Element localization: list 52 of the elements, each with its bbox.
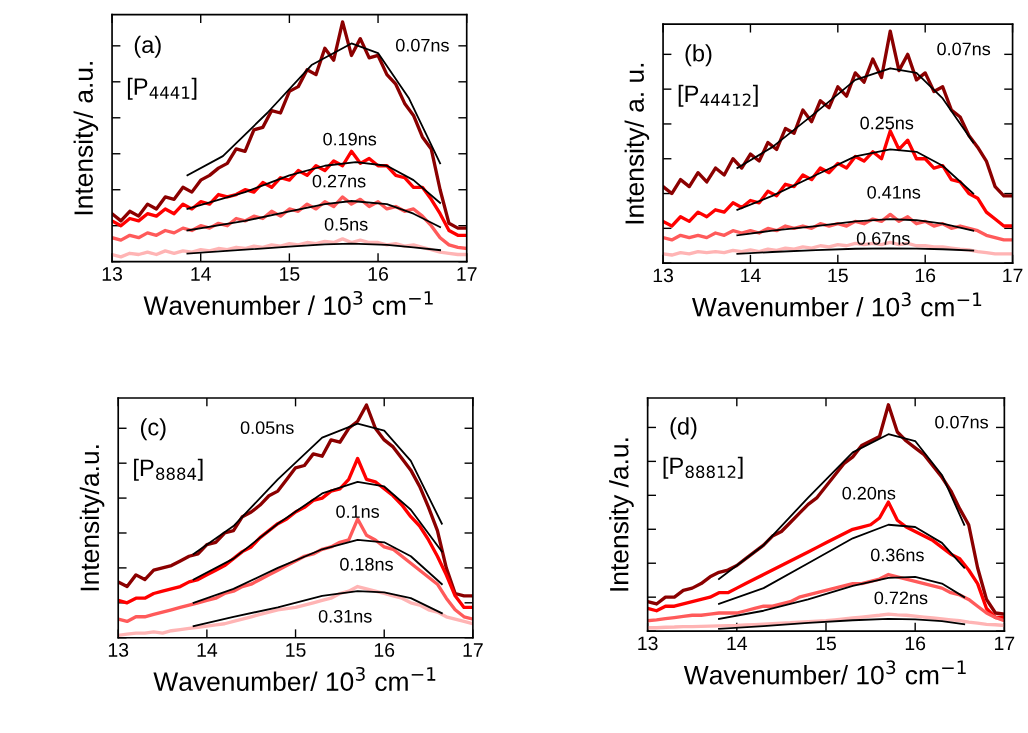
annotation: (c) (140, 418, 166, 441)
x-tick-label: 16 (368, 267, 389, 281)
annotation: 0.41ns (867, 185, 921, 199)
annotation: [P$_{44412}$] (678, 84, 758, 107)
annotation: 0.19ns (323, 132, 377, 146)
x-tick-label: 15 (280, 267, 300, 281)
x-axis-title: Wavenumber/ 10$^{3}$ cm$^{−1}$ (153, 666, 436, 691)
annotation: 0.07ns (937, 42, 991, 56)
x-tick-label: 14 (727, 636, 748, 651)
x-tick-label: 13 (653, 268, 674, 283)
x-tick-label: 17 (463, 643, 483, 657)
x-tick-label: 13 (108, 643, 129, 657)
x-tick-label: 16 (905, 636, 926, 651)
x-tick-label: 17 (1003, 268, 1023, 283)
x-tick-label: 15 (816, 636, 836, 651)
annotation: 0.72ns (874, 591, 928, 605)
x-tick-label: 15 (828, 268, 848, 283)
x-tick-label: 17 (457, 267, 477, 281)
annotation: 0.5ns (324, 217, 368, 231)
annotation: (a) (134, 35, 161, 58)
x-tick-label: 14 (197, 643, 218, 657)
x-axis-title: Wavenumber / 10$^{3}$ cm$^{−1}$ (692, 292, 982, 317)
annotation: 0.31ns (318, 609, 372, 623)
annotation: 0.67ns (856, 232, 910, 245)
x-tick-label: 15 (286, 643, 306, 657)
x-axis-title: Wavenumber / 10$^{3}$ cm$^{−1}$ (143, 290, 433, 315)
x-axis-title: Wavenumber/ 10$^{3}$ cm$^{−1}$ (683, 660, 966, 685)
y-axis-title: Intensity/a.u. (79, 445, 105, 591)
annotation: 0.05ns (240, 421, 294, 435)
annotation: 0.25ns (860, 116, 914, 130)
x-tick-label: 16 (915, 268, 936, 283)
y-axis-title: Intensity/ a.u. (73, 62, 99, 215)
x-tick-label: 13 (638, 636, 658, 651)
annotation: 0.18ns (340, 557, 393, 571)
annotation: 0.20ns (842, 486, 896, 500)
annotation: (b) (685, 44, 712, 67)
x-tick-label: 14 (741, 268, 761, 283)
annotation: [P$_{4441}$] (127, 77, 197, 100)
annotation: 0.07ns (935, 415, 989, 429)
annotation: 0.27ns (312, 174, 366, 188)
annotation: 0.36ns (870, 548, 924, 562)
y-axis-title: Intensity /a.u. (609, 438, 634, 591)
y-axis-title: Intensity/ a. u. (624, 63, 650, 224)
annotation: 0.1ns (336, 505, 380, 518)
annotation: (d) (670, 417, 697, 440)
annotation: [P$_{8884}$] (134, 458, 203, 481)
x-tick-label: 17 (995, 636, 1015, 651)
x-tick-label: 16 (374, 643, 395, 657)
annotation: 0.07ns (395, 38, 449, 52)
x-tick-label: 13 (102, 267, 123, 281)
annotation: [P$_{88812}$] (663, 456, 743, 479)
x-tick-label: 14 (191, 267, 211, 281)
